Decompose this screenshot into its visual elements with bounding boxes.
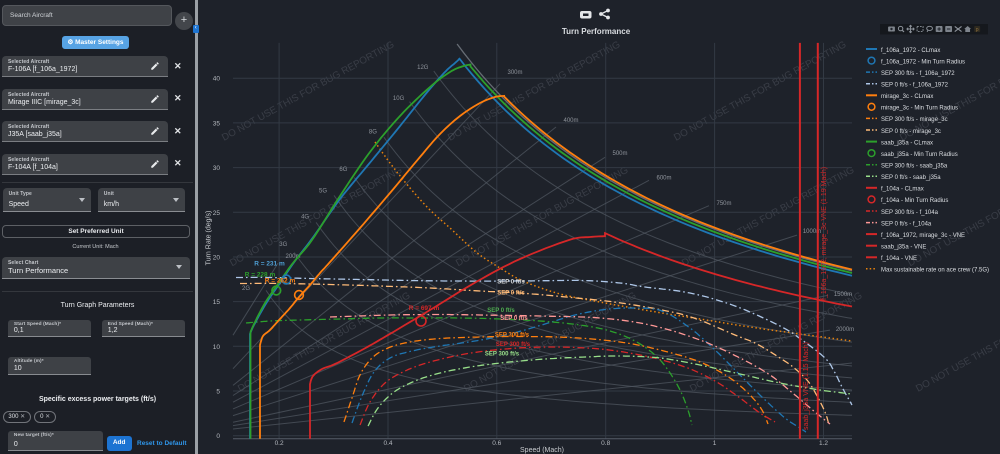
svg-text:f_104a - CLmax: f_104a - CLmax [881, 187, 924, 193]
svg-text:1000m: 1000m [803, 229, 821, 235]
svg-text:DO NOT USE THIS FOR BUG REPORT: DO NOT USE THIS FOR BUG REPORTING [220, 39, 396, 143]
svg-text:f_106a_1972 - CLmax: f_106a_1972 - CLmax [881, 48, 940, 54]
svg-text:mirage_3c - Min Turn Radius: mirage_3c - Min Turn Radius [881, 106, 958, 112]
svg-text:saab_j35a VNE (1.15 Mach): saab_j35a VNE (1.15 Mach) [803, 342, 810, 430]
svg-text:10: 10 [213, 344, 221, 351]
svg-text:DO NOT USE THIS FOR BUG REPORT: DO NOT USE THIS FOR BUG REPORTING [672, 39, 848, 143]
svg-text:Max sustainable rate on ace cr: Max sustainable rate on ace crew (7.5G) [881, 268, 989, 274]
svg-text:35: 35 [213, 120, 221, 127]
svg-text:0.6: 0.6 [492, 440, 501, 447]
svg-text:300m: 300m [507, 70, 522, 76]
svg-text:SEP 0 ft/s: SEP 0 ft/s [500, 316, 528, 322]
svg-text:f_106a_1972 - Min Turn Radius: f_106a_1972 - Min Turn Radius [881, 59, 965, 65]
svg-text:0.2: 0.2 [275, 440, 284, 447]
svg-text:saab_j35a - VNE: saab_j35a - VNE [881, 245, 926, 251]
svg-text:400m: 400m [563, 118, 578, 124]
svg-text:SEP 300 ft/s: SEP 300 ft/s [496, 342, 531, 348]
svg-text:R = 262 m: R = 262 m [265, 278, 296, 285]
svg-text:DO NOT USE THIS FOR BUG REPORT: DO NOT USE THIS FOR BUG REPORTING [446, 39, 622, 143]
svg-text:saab_j35a - Min Turn Radius: saab_j35a - Min Turn Radius [881, 152, 958, 158]
svg-text:Turn Performance: Turn Performance [562, 27, 631, 36]
svg-text:12G: 12G [417, 65, 429, 71]
svg-text:600m: 600m [656, 176, 671, 182]
svg-text:6G: 6G [339, 167, 347, 173]
svg-text:SEP 0 ft/s - f_106a_1972: SEP 0 ft/s - f_106a_1972 [881, 83, 949, 89]
svg-text:Speed (Mach): Speed (Mach) [520, 447, 564, 454]
svg-text:DO NOT USE THIS FOR BUG REPORT: DO NOT USE THIS FOR BUG REPORTING [462, 290, 638, 394]
svg-text:mirage_3c - CLmax: mirage_3c - CLmax [881, 94, 933, 100]
svg-text:3G: 3G [279, 242, 287, 248]
svg-text:0.4: 0.4 [383, 440, 392, 447]
svg-text:10G: 10G [393, 96, 405, 102]
svg-text:SEP 0 ft/s: SEP 0 ft/s [497, 280, 525, 286]
svg-text:f_104a - Min Turn Radius: f_104a - Min Turn Radius [881, 198, 948, 204]
svg-text:1.2: 1.2 [819, 440, 828, 447]
svg-text:Turn Rate (deg/s): Turn Rate (deg/s) [206, 211, 213, 266]
svg-text:2G: 2G [242, 286, 250, 292]
svg-text:5: 5 [216, 389, 220, 396]
svg-text:SEP 300 ft/s - f_106a_1972: SEP 300 ft/s - f_106a_1972 [881, 71, 955, 77]
svg-text:SEP 0 ft/s - saab_j35a: SEP 0 ft/s - saab_j35a [881, 175, 941, 181]
svg-text:R = 697 m: R = 697 m [409, 305, 440, 312]
svg-text:SEP 300 ft/s - mirage_3c: SEP 300 ft/s - mirage_3c [881, 117, 948, 123]
svg-text:SEP 300 ft/s - saab_j35a: SEP 300 ft/s - saab_j35a [881, 164, 948, 170]
svg-text:4G: 4G [301, 214, 309, 220]
svg-text:0: 0 [216, 433, 220, 440]
svg-text:SEP 0 ft/s - f_104a: SEP 0 ft/s - f_104a [881, 221, 932, 227]
svg-text:R = 231 m: R = 231 m [254, 261, 285, 268]
svg-text:SEP 0 ft/s - mirage_3c: SEP 0 ft/s - mirage_3c [881, 129, 941, 135]
svg-text:40: 40 [213, 76, 221, 83]
svg-text:saab_j35a - CLmax: saab_j35a - CLmax [881, 140, 933, 146]
svg-text:20: 20 [213, 255, 221, 262]
svg-text:8G: 8G [369, 130, 377, 136]
svg-text:SEP 300 ft/s - f_104a: SEP 300 ft/s - f_104a [881, 210, 939, 216]
svg-text:2000m: 2000m [836, 327, 854, 333]
svg-text:f_106a_1972, mirage_3c - VNE: f_106a_1972, mirage_3c - VNE [881, 233, 965, 239]
svg-text:SEP 0 ft/s: SEP 0 ft/s [487, 308, 515, 314]
svg-text:1: 1 [713, 440, 717, 447]
svg-text:1500m: 1500m [834, 292, 852, 298]
svg-text:750m: 750m [716, 201, 731, 207]
svg-text:500m: 500m [612, 151, 627, 157]
svg-text:DO NOT USE THIS FOR BUG REPORT: DO NOT USE THIS FOR BUG REPORTING [914, 290, 1000, 394]
svg-text:R = 228 m: R = 228 m [245, 272, 276, 279]
svg-text:f_104a - VNE: f_104a - VNE [881, 256, 917, 262]
svg-text:25: 25 [213, 210, 221, 217]
svg-text:0.8: 0.8 [601, 440, 610, 447]
svg-text:30: 30 [213, 165, 221, 172]
svg-text:DO NOT USE THIS FOR BUG REPORT: DO NOT USE THIS FOR BUG REPORTING [228, 165, 404, 269]
svg-text:200m: 200m [285, 254, 300, 260]
svg-text:p: p [976, 27, 979, 33]
svg-text:SEP 300 ft/s: SEP 300 ft/s [485, 352, 520, 358]
svg-text:5G: 5G [319, 189, 327, 195]
svg-text:SEP 0 ft/s: SEP 0 ft/s [497, 291, 525, 297]
svg-text:SEP 300 ft/s: SEP 300 ft/s [495, 333, 530, 339]
svg-text:15: 15 [213, 299, 221, 306]
svg-text:f_106a_1972, mirage_3c VNE (1.: f_106a_1972, mirage_3c VNE (1.19 Mach) [821, 167, 828, 300]
